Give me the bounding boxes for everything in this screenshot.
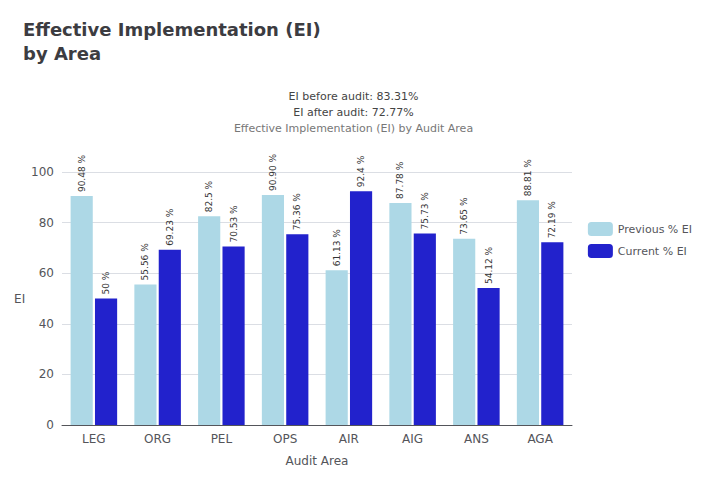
svg-text:40: 40 (39, 317, 54, 331)
svg-text:AGA: AGA (527, 432, 553, 446)
svg-text:80: 80 (39, 216, 54, 230)
svg-text:73.65 %: 73.65 % (459, 197, 469, 235)
svg-text:90.90 %: 90.90 % (268, 153, 278, 191)
svg-text:88.81 %: 88.81 % (523, 159, 533, 197)
svg-text:OPS: OPS (273, 432, 297, 446)
svg-text:AIR: AIR (339, 432, 359, 446)
svg-text:72.19 %: 72.19 % (547, 201, 557, 239)
svg-text:87.78 %: 87.78 % (395, 161, 405, 199)
svg-text:20: 20 (39, 367, 54, 381)
svg-text:90.48 %: 90.48 % (77, 154, 87, 192)
svg-text:EI after audit: 72.77%: EI after audit: 72.77% (293, 106, 413, 119)
svg-text:Current % EI: Current % EI (618, 245, 687, 258)
svg-text:AIG: AIG (402, 432, 423, 446)
svg-text:92.4 %: 92.4 % (356, 155, 366, 187)
svg-text:75.73 %: 75.73 % (420, 192, 430, 230)
svg-text:Effective Implementation (EI): Effective Implementation (EI) by Audit A… (234, 122, 473, 135)
svg-text:75.36 %: 75.36 % (292, 193, 302, 231)
svg-text:ANS: ANS (464, 432, 489, 446)
svg-text:ORG: ORG (144, 432, 171, 446)
svg-text:Audit Area: Audit Area (286, 454, 349, 468)
svg-text:EI before audit: 83.31%: EI before audit: 83.31% (289, 90, 419, 103)
svg-text:55.56 %: 55.56 % (140, 243, 150, 281)
svg-text:60: 60 (39, 266, 54, 280)
svg-text:61.13 %: 61.13 % (332, 229, 342, 267)
svg-text:69.23 %: 69.23 % (165, 208, 175, 246)
svg-text:100: 100 (31, 165, 54, 179)
svg-text:0: 0 (46, 418, 54, 432)
svg-text:82.5 %: 82.5 % (204, 180, 214, 212)
svg-text:50 %: 50 % (101, 271, 111, 294)
svg-text:by Area: by Area (23, 43, 101, 64)
svg-text:Previous % EI: Previous % EI (618, 223, 692, 236)
svg-text:PEL: PEL (211, 432, 233, 446)
svg-text:54.12 %: 54.12 % (484, 246, 494, 284)
svg-text:EI: EI (14, 292, 25, 306)
svg-text:LEG: LEG (82, 432, 106, 446)
svg-text:Effective Implementation (EI): Effective Implementation (EI) (23, 19, 321, 40)
svg-text:70.53 %: 70.53 % (229, 205, 239, 243)
